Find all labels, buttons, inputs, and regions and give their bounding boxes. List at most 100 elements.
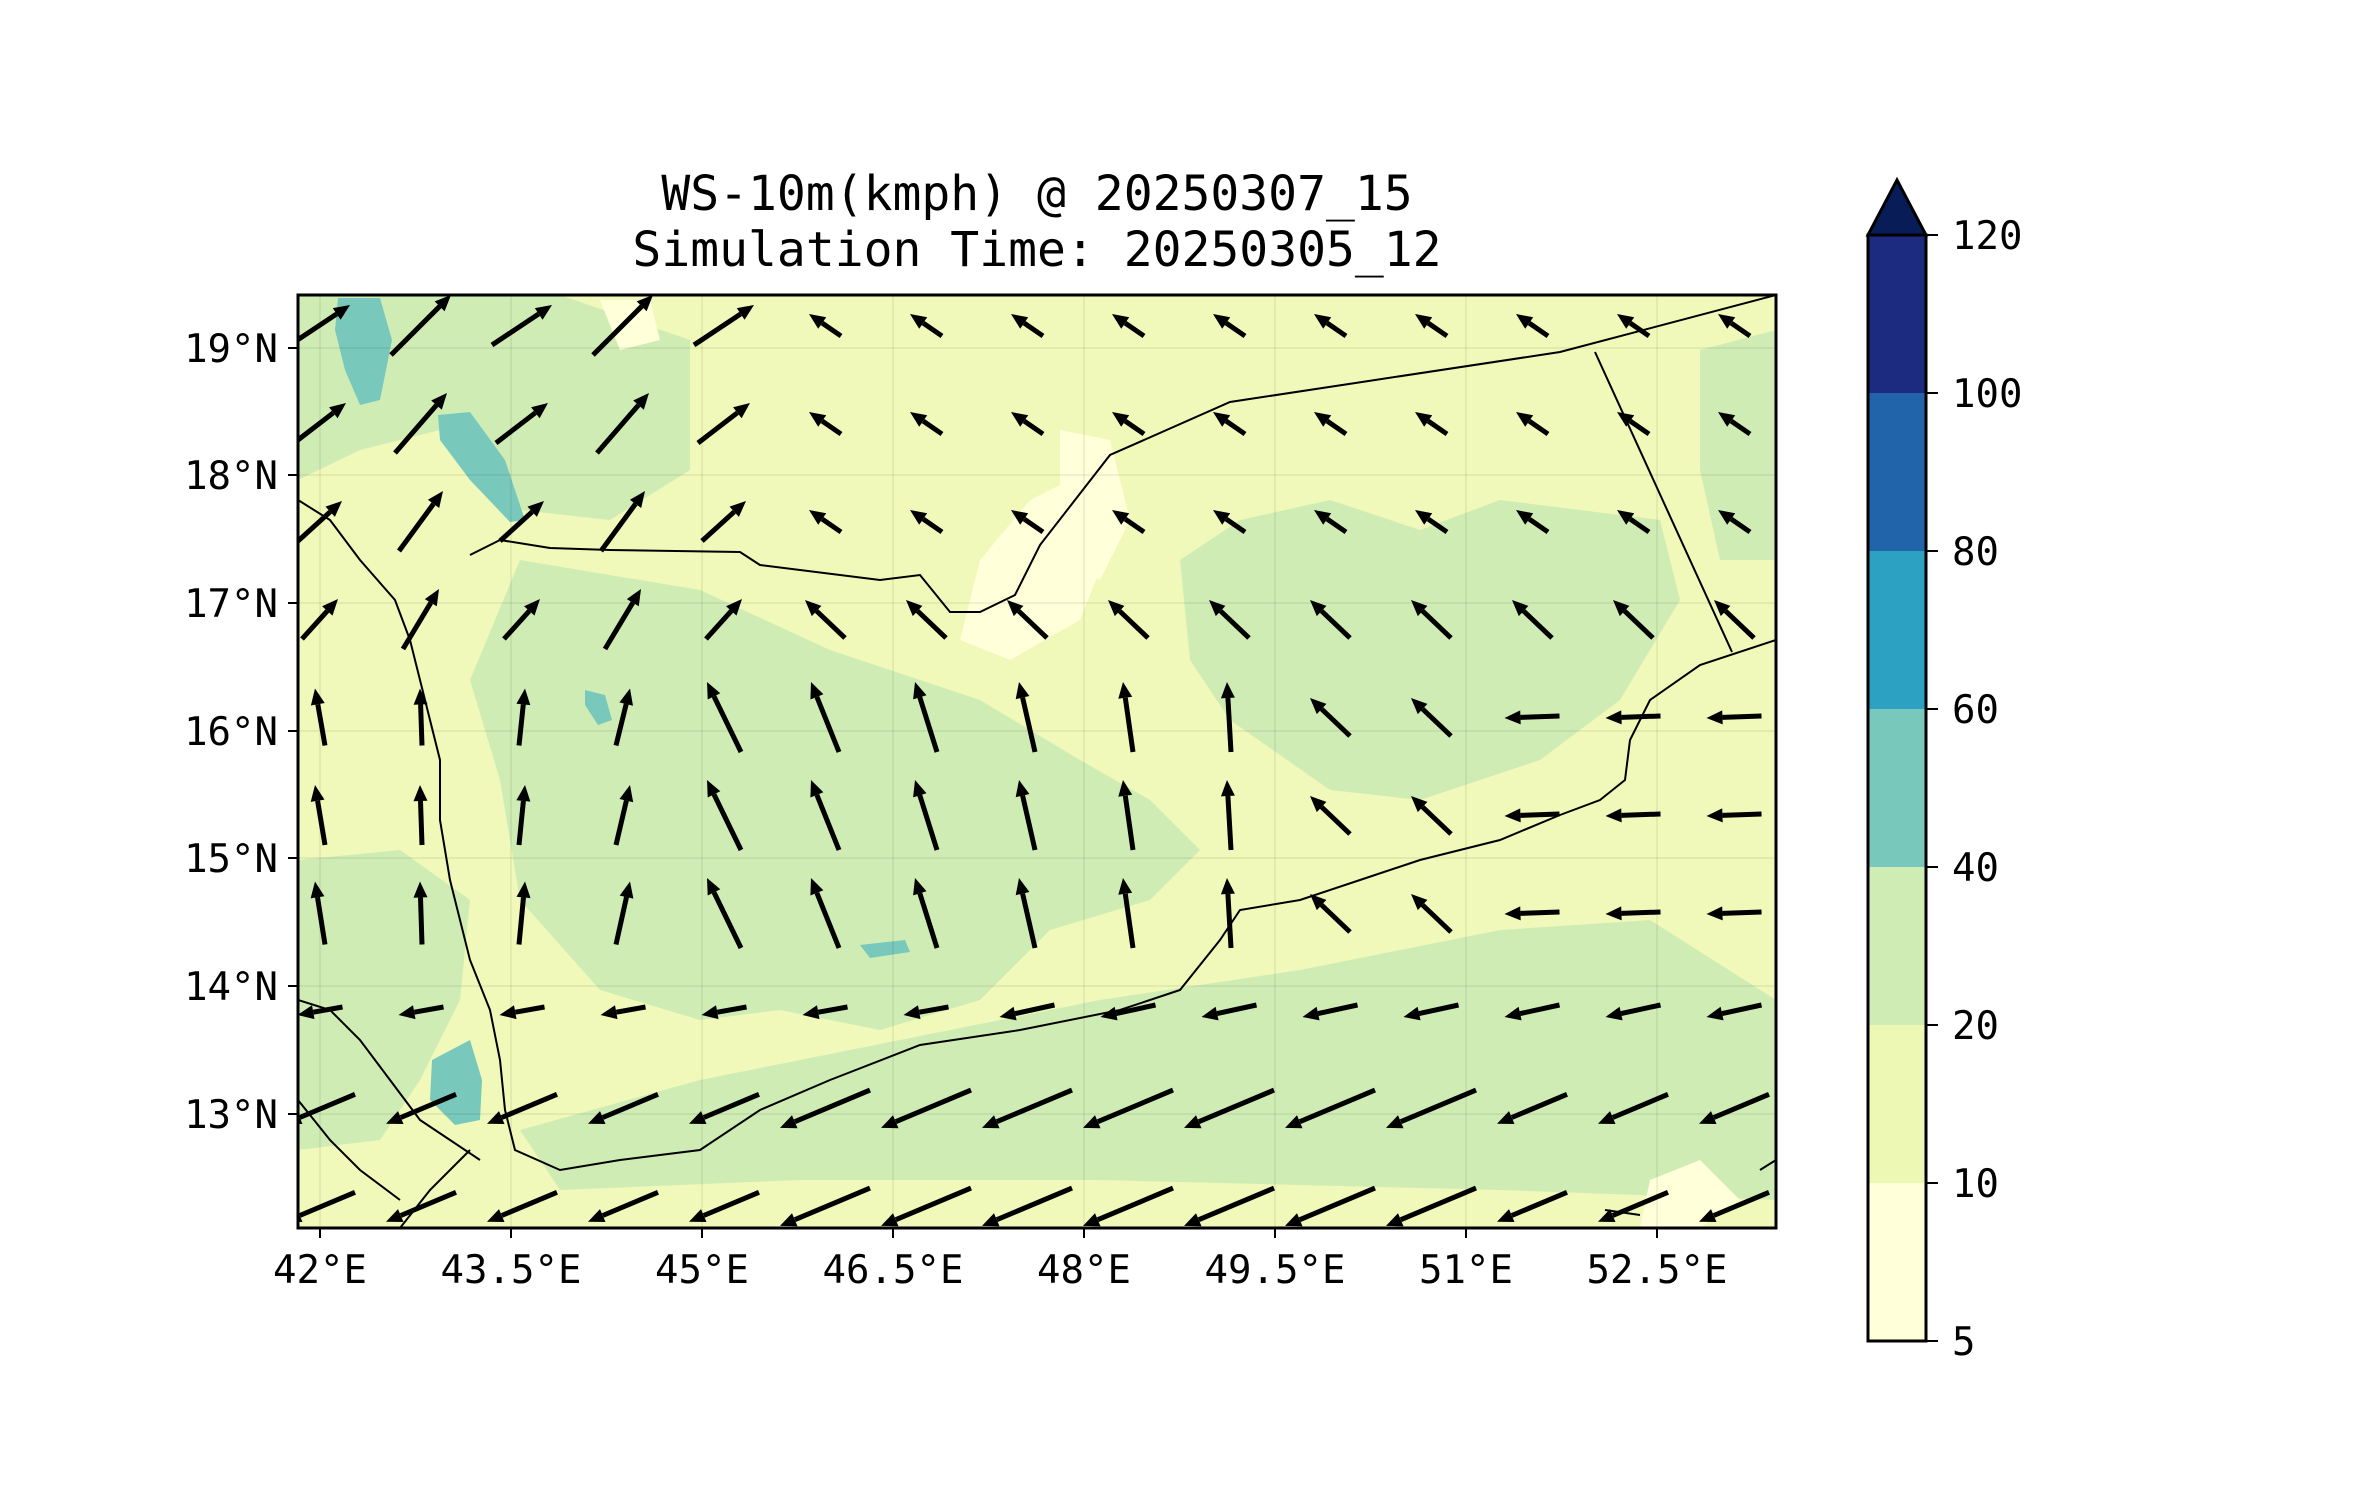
colorbar-tick: 40 — [1926, 846, 1999, 891]
wind-arrow — [398, 1004, 444, 1020]
wind-arrow — [1411, 600, 1453, 640]
wind-arrow — [1605, 710, 1661, 725]
wind-arrow — [298, 501, 342, 543]
country-borders — [399, 295, 1776, 1228]
svg-text:42°E: 42°E — [273, 1248, 367, 1293]
wind-arrow — [1699, 1091, 1770, 1124]
wind-arrow — [1015, 878, 1038, 949]
wind-arrow — [913, 682, 940, 753]
wind-arrow — [1516, 314, 1550, 339]
wind-arrow — [1011, 314, 1045, 339]
y-tick: 16°N — [184, 710, 298, 755]
wind-arrow — [1706, 906, 1762, 921]
wind-arrow — [310, 785, 328, 846]
x-tick: 43.5°E — [441, 1228, 581, 1293]
svg-text:40: 40 — [1952, 846, 1999, 891]
svg-text:60: 60 — [1952, 688, 1999, 733]
wind-arrow — [1617, 412, 1651, 437]
colorbar-tick: 100 — [1926, 372, 2022, 417]
wind-arrow — [1598, 1189, 1669, 1222]
wind-arrow — [1706, 710, 1762, 725]
wind-arrow — [1516, 510, 1550, 535]
wind-arrow — [386, 1189, 457, 1222]
wind-arrow — [1699, 1189, 1770, 1222]
svg-text:120: 120 — [1952, 214, 2022, 259]
wind-arrow — [1209, 600, 1251, 640]
wind-arrow — [1613, 600, 1655, 640]
wind-arrow — [1083, 1087, 1174, 1129]
wind-arrow — [516, 688, 531, 746]
wind-arrow — [1605, 808, 1661, 823]
wind-arrow — [780, 1087, 871, 1129]
wind-arrow — [1504, 808, 1560, 823]
wind-arrow — [1598, 1091, 1669, 1124]
wind-arrow — [692, 305, 754, 348]
wind-arrow — [1118, 878, 1136, 949]
wind-arrow — [1403, 1002, 1460, 1021]
wind-arrow — [1112, 314, 1146, 339]
wind-arrow — [1617, 510, 1651, 535]
wind-arrow — [613, 688, 633, 747]
wind-arrow — [413, 785, 428, 846]
wind-arrow — [1605, 906, 1661, 921]
wind-arrow — [502, 599, 540, 641]
wind-arrow — [1015, 682, 1038, 753]
wind-arrow — [591, 295, 653, 357]
wind-arrow — [1605, 1002, 1662, 1021]
wind-arrow — [881, 1087, 972, 1129]
svg-text:52.5°E: 52.5°E — [1587, 1248, 1728, 1293]
wind-zones-40-60 — [335, 298, 910, 1125]
wind-arrow — [1314, 412, 1348, 437]
colorbar-segment — [1868, 1025, 1926, 1183]
wind-arrow — [1504, 1002, 1561, 1021]
wind-arrow — [1213, 314, 1247, 339]
colorbar-segment — [1868, 235, 1926, 393]
svg-text:5: 5 — [1952, 1320, 1975, 1365]
wind-arrow — [805, 600, 847, 640]
wind-arrow — [689, 1189, 760, 1222]
wind-arrow — [1504, 906, 1560, 921]
wind-arrow — [704, 599, 742, 641]
wind-arrow — [1310, 698, 1352, 738]
wind-arrow — [413, 881, 428, 945]
colorbar-segment — [1868, 709, 1926, 867]
svg-text:45°E: 45°E — [655, 1248, 749, 1293]
svg-text:49.5°E: 49.5°E — [1205, 1248, 1346, 1293]
wind-arrow — [810, 780, 842, 851]
wind-arrow — [700, 501, 746, 543]
wind-arrow — [1108, 600, 1150, 640]
colorbar-tick: 5 — [1926, 1320, 1975, 1365]
wind-arrow — [809, 412, 843, 437]
wind-arrow — [300, 599, 338, 641]
wind-arrow — [310, 688, 328, 746]
wind-arrow — [1516, 412, 1550, 437]
wind-arrow — [1314, 510, 1348, 535]
wind-arrow — [1011, 510, 1045, 535]
svg-text:19°N: 19°N — [184, 327, 278, 372]
svg-text:16°N: 16°N — [184, 710, 278, 755]
wind-arrow — [913, 878, 940, 949]
wind-arrow — [707, 682, 744, 754]
y-tick: 13°N — [184, 1093, 298, 1138]
wind-arrow — [1118, 682, 1136, 753]
gridlines — [298, 295, 1776, 1228]
wind-arrow — [490, 305, 552, 348]
wind-arrow — [396, 491, 443, 553]
wind-arrow — [910, 510, 944, 535]
wind-arrow — [310, 881, 328, 945]
wind-arrow — [1310, 894, 1352, 934]
wind-arrow — [1285, 1185, 1376, 1227]
wind-arrow — [413, 688, 428, 746]
colorbar-frame — [1866, 233, 1928, 1343]
wind-arrow — [1415, 412, 1449, 437]
wind-arrow — [906, 600, 948, 640]
wind-arrow — [588, 1189, 659, 1222]
wind-arrow — [487, 1091, 558, 1124]
wind-arrow — [1497, 1091, 1568, 1124]
wind-arrow — [810, 682, 842, 753]
wind-arrow — [1184, 1185, 1275, 1227]
wind-arrow — [701, 1004, 747, 1020]
wind-arrow — [802, 1004, 848, 1020]
colorbar: 5 10 20 40 60 80 100 120 — [1865, 176, 2022, 1365]
wind-arrow — [598, 491, 645, 553]
